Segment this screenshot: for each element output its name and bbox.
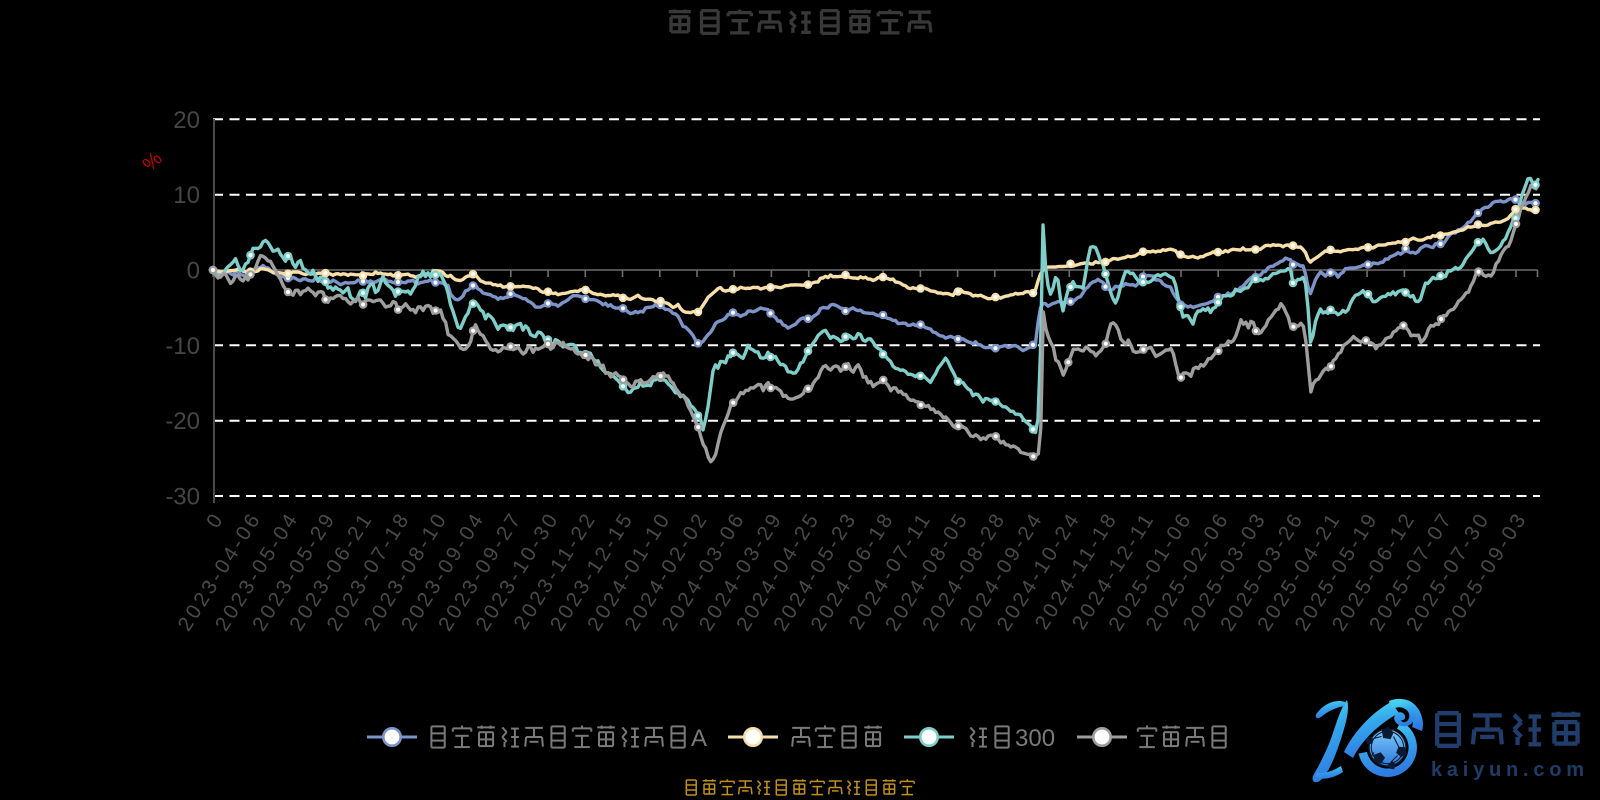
svg-text:kaiyun.com: kaiyun.com [1431, 759, 1584, 781]
svg-text:-10: -10 [165, 333, 200, 360]
svg-text:0: 0 [187, 258, 200, 285]
svg-text:10: 10 [173, 182, 200, 209]
svg-text:A: A [691, 725, 707, 752]
svg-text:20: 20 [173, 107, 200, 134]
svg-text:-30: -30 [165, 484, 200, 511]
svg-text:-20: -20 [165, 408, 200, 435]
svg-text:300: 300 [1015, 725, 1055, 752]
